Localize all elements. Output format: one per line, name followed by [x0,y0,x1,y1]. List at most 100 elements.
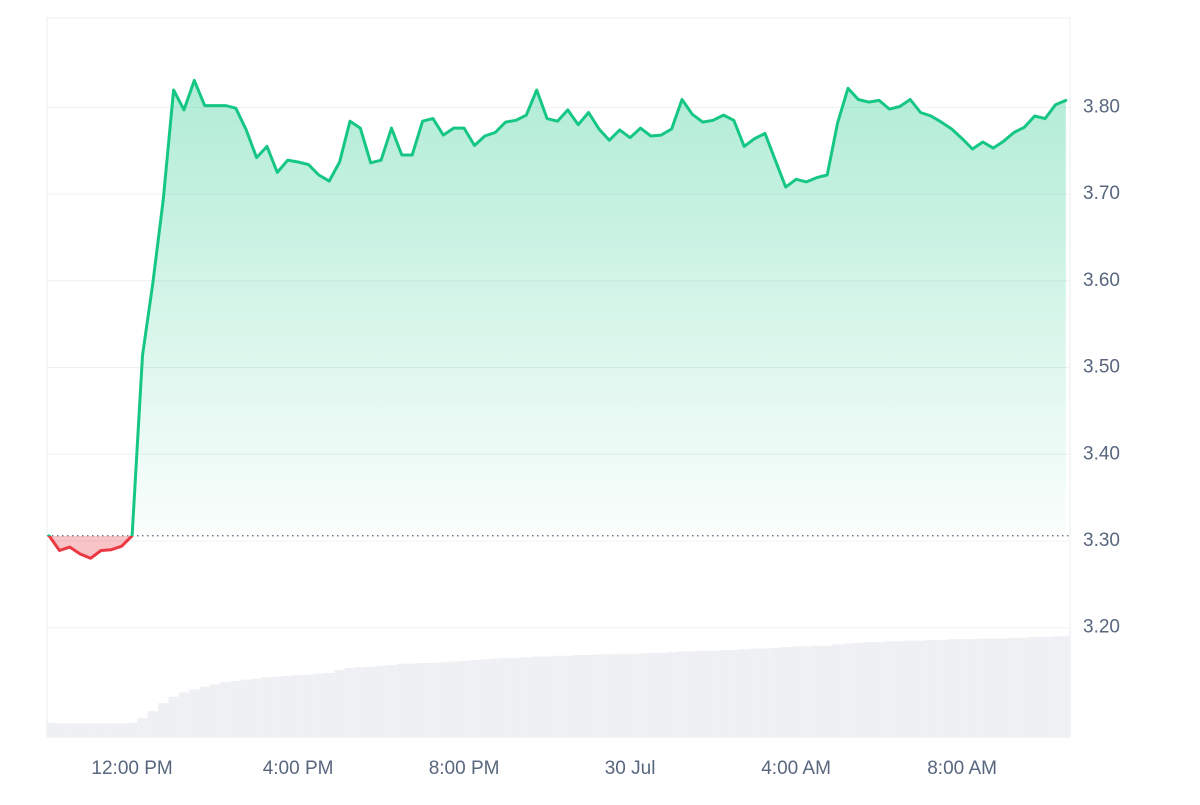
volume-bar [946,639,957,737]
volume-bar [407,663,418,737]
volume-bar [168,696,179,737]
volume-bar [303,674,314,737]
volume-bar [905,640,916,737]
volume-bar [448,661,459,737]
volume-bar [624,653,636,737]
volume-bar [697,650,708,737]
volume-bar [458,660,470,737]
volume-bar [54,723,65,737]
volume-bar [438,662,449,737]
volume-bar [199,686,210,737]
x-tick-label: 30 Jul [605,758,656,779]
volume-bar [116,723,127,737]
volume-bar [614,653,625,737]
volume-bar [749,648,760,737]
volume-bar [718,650,729,737]
volume-bar [147,711,159,737]
volume-bar [220,682,231,737]
volume-bar [531,656,542,737]
volume-bar [956,639,968,737]
volume-bar [728,650,740,737]
volume-bar [479,659,491,737]
volume-bar [365,666,376,737]
volume-bar [988,638,999,737]
volume-bar [656,652,667,737]
y-tick-label: 3.50 [1083,357,1120,378]
volume-bar [552,655,563,737]
y-tick-label: 3.60 [1083,270,1120,291]
volume-bar [822,645,833,737]
volume-bar [593,654,605,737]
price-line [47,78,1068,560]
volume-bar [500,657,511,737]
volume-bar [780,647,791,737]
x-tick-label: 8:00 AM [927,758,997,779]
y-tick-label: 3.40 [1083,443,1120,464]
volume-bar [863,642,874,737]
x-tick-label: 4:00 PM [263,758,334,779]
volume-bar [666,652,677,737]
volume-bar [583,655,594,737]
volume-bar [707,650,719,737]
volume-bar [272,676,283,737]
volume-bar [85,723,96,737]
volume-bar [739,649,750,737]
volume-bar [936,639,947,737]
volume-bar [884,641,895,737]
y-tick-label: 3.20 [1083,617,1120,638]
volume-bar [811,645,823,737]
volume-bar [47,722,58,737]
x-tick-label: 8:00 PM [429,758,500,779]
y-tick-label: 3.30 [1083,530,1120,551]
volume-bar [1060,636,1070,737]
volume-bar [635,653,646,737]
y-tick-label: 3.80 [1083,96,1120,117]
volume-bar [106,723,117,737]
volume-bar [801,646,812,737]
volume-bar [541,656,553,737]
volume-bar [770,647,781,737]
volume-bar [842,643,854,737]
volume-bar [469,660,480,737]
volume-bar [977,638,989,737]
volume-bar [573,655,584,737]
volume-bar [386,665,397,737]
volume-bar [334,670,345,737]
volume-bar [790,646,802,737]
volume-bar [1050,636,1061,737]
volume-bar [894,641,906,737]
volume-bar [355,667,366,737]
volume-bar [676,651,688,737]
volume-bar [282,675,293,737]
x-tick-label: 4:00 AM [761,758,831,779]
volume-bar [562,655,574,737]
volume-bar [189,689,200,737]
volume-bar [137,718,148,737]
volume-bar [1039,637,1051,737]
volume-bar [64,723,76,737]
volume-bar [915,640,926,737]
volume-bar [925,639,937,737]
volume-bar [510,657,522,737]
volume-bar [158,703,169,737]
volume-bar [853,642,864,737]
volume-bar [396,663,408,737]
volume-bar [645,652,657,737]
volume-bar [261,677,273,737]
volume-bar [832,644,843,737]
volume-bar [126,722,138,737]
volume-bar [313,673,325,737]
volume-bar [178,692,190,737]
volume-bar [521,657,532,737]
volume-bar [1008,637,1020,737]
x-tick-label: 12:00 PM [91,758,172,779]
volume-bar [95,723,107,737]
volume-bar [417,662,428,737]
volume-bar [241,679,252,737]
volume-bar [759,648,771,737]
volume-bar [873,642,885,737]
volume-bar [324,673,335,737]
volume-bar [427,662,439,737]
volume-bar [1019,637,1030,737]
volume-bar [251,678,262,737]
